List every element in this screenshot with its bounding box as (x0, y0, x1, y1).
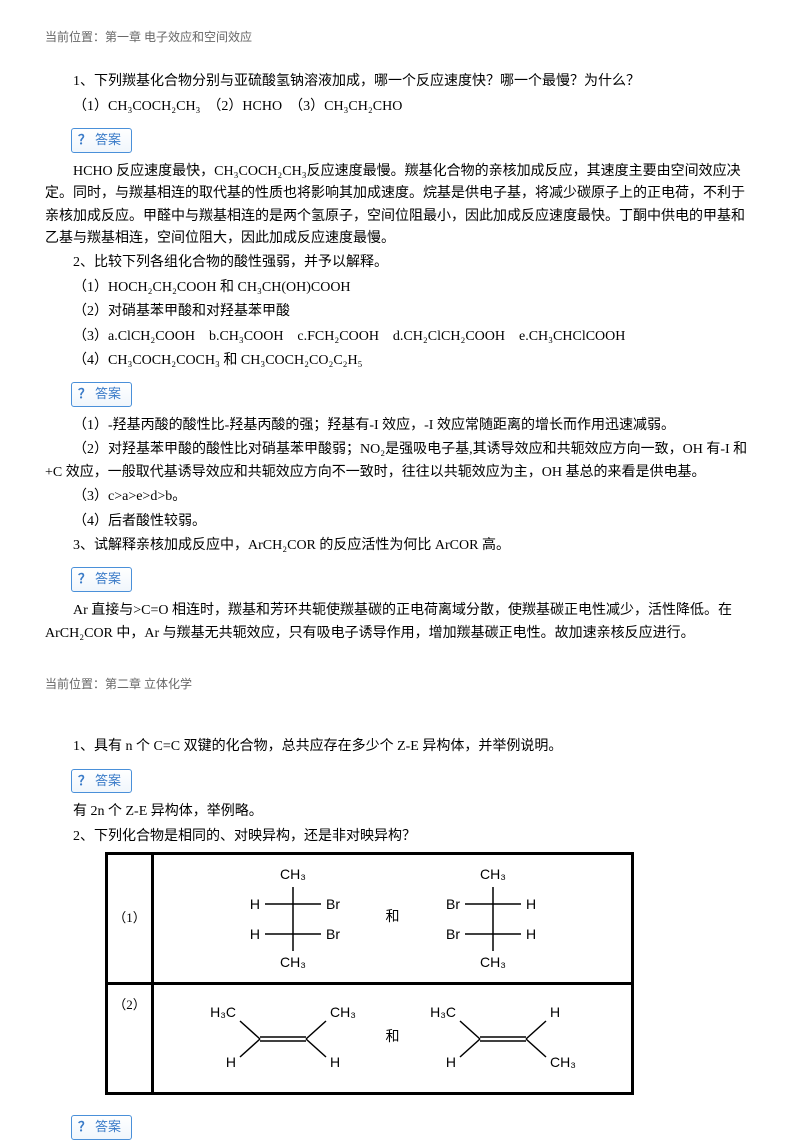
svg-text:H₃C: H₃C (210, 1004, 236, 1020)
structure-cell: H₃C H CH₃ H 和 H₃C H H CH₃ (153, 984, 633, 1094)
svg-text:CH₃: CH₃ (280, 954, 306, 970)
svg-text:H: H (225, 1054, 235, 1070)
svg-text:H: H (550, 1004, 560, 1020)
question-icon: ？ (78, 1119, 91, 1134)
svg-text:CH₃: CH₃ (480, 954, 506, 970)
table-row-label: （2） (107, 984, 153, 1094)
question-icon: ？ (78, 773, 91, 788)
answer-label: 答案 (95, 1119, 121, 1134)
structure-diagram: H₃C H CH₃ H (198, 994, 368, 1084)
c2-q2-text: 2、下列化合物是相同的、对映异构，还是非对映异构？ (45, 826, 748, 848)
answer-label: 答案 (95, 386, 121, 401)
svg-text:CH₃: CH₃ (330, 1004, 356, 1020)
q2-sub1: （1）HOCH₂CH₂COOH 和 CH₃CH(OH)COOH (45, 277, 748, 299)
svg-text:H: H (445, 1054, 455, 1070)
svg-text:H: H (526, 896, 536, 912)
structure-cell: CH₃ CH₃ H Br H Br 和 CH₃ CH₃ Br H Br H (153, 854, 633, 984)
answer-label: 答案 (95, 773, 121, 788)
structure-diagram: CH₃ CH₃ Br H Br H (418, 859, 568, 979)
q2-ans2: （2）对羟基苯甲酸的酸性比对硝基苯甲酸弱；NO₂是强吸电子基,其诱导效应和共轭效… (45, 439, 748, 484)
q2-sub2: （2）对硝基苯甲酸和对羟基苯甲酸 (45, 301, 748, 323)
c2-q1-text: 1、具有 n 个 C=C 双键的化合物，总共应存在多少个 Z-E 异构体，并举例… (45, 736, 748, 758)
svg-text:CH₃: CH₃ (550, 1054, 576, 1070)
q2-ans4: （4）后者酸性较弱。 (45, 511, 748, 533)
q1-sub: （1）CH₃COCH₂CH₃ （2）HCHO （3）CH₃CH₂CHO (45, 96, 748, 118)
svg-text:CH₃: CH₃ (480, 866, 506, 882)
q3-answer: Ar 直接与>C=O 相连时，羰基和芳环共轭使羰基碳的正电荷离域分散，使羰基碳正… (45, 600, 748, 645)
q2-sub4: （4）CH₃COCH₂COCH₃ 和 CH₃COCH₂CO₂C₂H₅ (45, 350, 748, 372)
answer-button[interactable]: ？ 答案 (71, 567, 132, 592)
svg-text:CH₃: CH₃ (280, 866, 306, 882)
question-icon: ？ (78, 571, 91, 586)
svg-text:Br: Br (326, 896, 340, 912)
answer-button[interactable]: ？ 答案 (71, 769, 132, 794)
q2-ans1: （1）-羟基丙酸的酸性比-羟基丙酸的强；羟基有-I 效应，-I 效应常随距离的增… (45, 415, 748, 437)
svg-text:H₃C: H₃C (430, 1004, 456, 1020)
q2-ans3: （3）c>a>e>d>b。 (45, 486, 748, 508)
answer-button[interactable]: ？ 答案 (71, 1115, 132, 1140)
q3-text: 3、试解释亲核加成反应中，ArCH₂COR 的反应活性为何比 ArCOR 高。 (45, 535, 748, 557)
and-label: 和 (386, 907, 400, 929)
table-row-label: （1） (107, 854, 153, 984)
c2-q1-answer: 有 2n 个 Z-E 异构体，举例略。 (45, 801, 748, 823)
answer-button[interactable]: ？ 答案 (71, 382, 132, 407)
svg-text:H: H (330, 1054, 340, 1070)
svg-text:Br: Br (446, 896, 460, 912)
answer-button[interactable]: ？ 答案 (71, 128, 132, 153)
structure-table: （1） CH₃CH₃HBrHBr 和 CH₃CH₃BrHBrH （2） H₃CH… (105, 852, 634, 1095)
question-icon: ？ (78, 132, 91, 147)
structure-diagram: CH₃ CH₃ H Br H Br (218, 859, 368, 979)
answer-label: 答案 (95, 132, 121, 147)
svg-text:Br: Br (446, 926, 460, 942)
svg-text:Br: Br (326, 926, 340, 942)
q1-text: 1、下列羰基化合物分别与亚硫酸氢钠溶液加成，哪一个反应速度快？哪一个最慢？为什么… (45, 71, 748, 93)
answer-label: 答案 (95, 571, 121, 586)
breadcrumb: 当前位置：第二章 立体化学 (45, 675, 748, 694)
question-icon: ？ (78, 386, 91, 401)
and-label: 和 (386, 1027, 400, 1049)
q2-sub3: （3）a.ClCH₂COOH b.CH₃COOH c.FCH₂COOH d.CH… (45, 326, 748, 348)
structure-diagram: H₃C H H CH₃ (418, 994, 588, 1084)
svg-text:H: H (249, 926, 259, 942)
svg-text:H: H (249, 896, 259, 912)
q1-answer: HCHO 反应速度最快，CH₃COCH₂CH₃反应速度最慢。羰基化合物的亲核加成… (45, 161, 748, 251)
q2-text: 2、比较下列各组化合物的酸性强弱，并予以解释。 (45, 252, 748, 274)
breadcrumb: 当前位置：第一章 电子效应和空间效应 (45, 28, 748, 47)
svg-text:H: H (526, 926, 536, 942)
